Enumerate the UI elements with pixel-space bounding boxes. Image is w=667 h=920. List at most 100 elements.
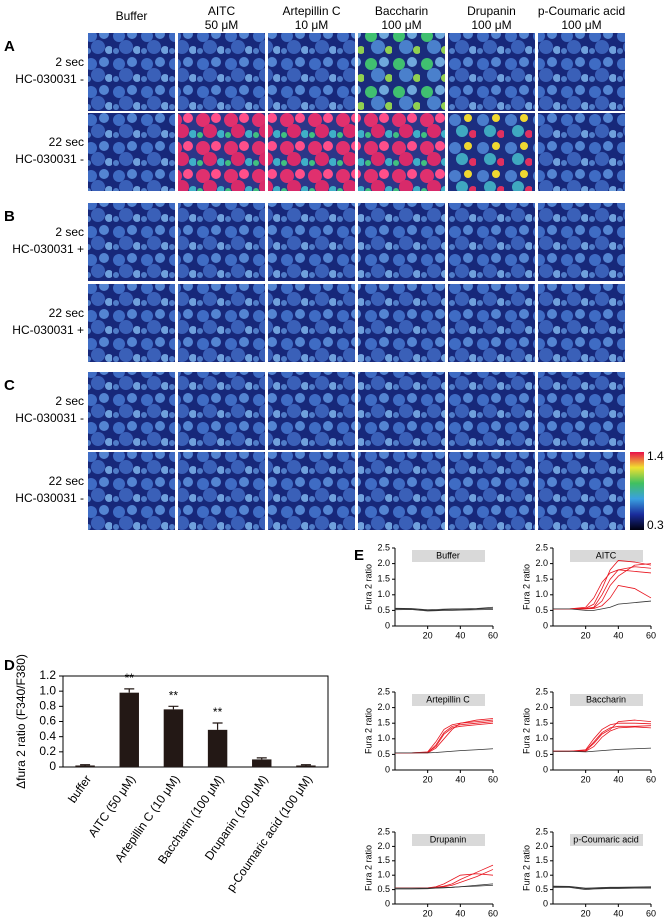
colorbar bbox=[630, 452, 644, 530]
micrograph bbox=[538, 33, 625, 111]
bar bbox=[252, 759, 272, 767]
micrograph bbox=[88, 113, 175, 191]
y-axis-label: Fura 2 ratio bbox=[363, 845, 373, 891]
micrograph bbox=[538, 203, 625, 281]
y-tick-label: 0 bbox=[385, 620, 390, 630]
micrograph bbox=[358, 452, 445, 530]
x-tick-label: buffer bbox=[65, 773, 94, 806]
y-tick-label: 1.5 bbox=[377, 855, 390, 865]
significance: ** bbox=[125, 671, 135, 685]
row-treatment: HC-030031 + bbox=[12, 323, 84, 337]
y-tick-label: 0 bbox=[543, 764, 548, 774]
y-tick-label: 0.5 bbox=[377, 749, 390, 759]
bar bbox=[119, 692, 139, 767]
bar bbox=[75, 765, 95, 767]
x-tick-label: 40 bbox=[613, 774, 623, 784]
row-treatment: HC-030031 - bbox=[15, 491, 84, 505]
trace bbox=[553, 886, 651, 891]
y-tick-label: 2.5 bbox=[377, 686, 390, 696]
y-tick-label: 1.5 bbox=[535, 855, 548, 865]
x-tick-label: 60 bbox=[488, 630, 498, 640]
y-tick-label: 2.0 bbox=[535, 558, 548, 568]
x-tick-label: 40 bbox=[455, 774, 465, 784]
plot-frame bbox=[62, 675, 329, 768]
x-tick-label: p-Coumaric acid (100 μM) bbox=[224, 773, 315, 895]
panel-letter: C bbox=[4, 377, 15, 394]
x-tick-label: 20 bbox=[581, 908, 591, 918]
row-treatment: HC-030031 - bbox=[15, 72, 84, 86]
trace bbox=[395, 607, 494, 611]
y-tick-label: 1.0 bbox=[535, 589, 548, 599]
x-tick-label: 60 bbox=[646, 630, 656, 640]
x-tick-label: 20 bbox=[423, 774, 433, 784]
chart-title: AITC bbox=[596, 550, 617, 560]
title-box bbox=[412, 550, 485, 562]
row-time: 22 sec bbox=[49, 135, 84, 149]
bar bbox=[296, 765, 316, 767]
row-time: 22 sec bbox=[49, 474, 84, 488]
significance: ** bbox=[213, 705, 223, 719]
y-tick-label: 0 bbox=[385, 764, 390, 774]
micrograph bbox=[88, 33, 175, 111]
row-treatment: HC-030031 - bbox=[15, 411, 84, 425]
y-tick-label: 2.5 bbox=[377, 826, 390, 836]
y-tick-label: 1.5 bbox=[377, 574, 390, 584]
panel-letter: D bbox=[4, 657, 15, 674]
micrograph bbox=[538, 284, 625, 362]
micrograph bbox=[178, 33, 265, 111]
x-tick-label: 60 bbox=[488, 774, 498, 784]
micrograph bbox=[358, 284, 445, 362]
y-axis-label: Fura 2 ratio bbox=[521, 564, 531, 610]
colorbar-min: 0.3 bbox=[647, 518, 664, 532]
trace bbox=[395, 748, 494, 754]
y-tick-label: 1.0 bbox=[535, 870, 548, 880]
micrograph bbox=[178, 203, 265, 281]
error-bar bbox=[80, 764, 91, 766]
micrograph bbox=[358, 33, 445, 111]
micrograph bbox=[448, 203, 535, 281]
y-tick-label: 1.5 bbox=[535, 574, 548, 584]
y-tick-label: 0.2 bbox=[39, 744, 56, 758]
column-header: Drupanin bbox=[467, 4, 516, 18]
x-tick-label: 20 bbox=[423, 908, 433, 918]
micrograph bbox=[358, 203, 445, 281]
trace bbox=[395, 721, 494, 754]
trace bbox=[395, 718, 494, 754]
micrograph bbox=[88, 372, 175, 450]
x-tick-label: 40 bbox=[613, 630, 623, 640]
y-tick-label: 0 bbox=[49, 759, 56, 773]
y-tick-label: 1.0 bbox=[377, 589, 390, 599]
title-box bbox=[570, 834, 643, 846]
micrograph bbox=[268, 452, 355, 530]
y-tick-label: 2.0 bbox=[535, 702, 548, 712]
error-bar bbox=[124, 688, 135, 693]
column-header: 10 μM bbox=[295, 18, 329, 32]
x-tick-label: 60 bbox=[646, 774, 656, 784]
trace bbox=[395, 864, 494, 889]
title-box bbox=[570, 694, 643, 706]
micrograph bbox=[538, 113, 625, 191]
y-axis-label: Δfura 2 ratio (F340/F380) bbox=[14, 654, 28, 789]
micrograph bbox=[448, 452, 535, 530]
bar bbox=[163, 709, 184, 767]
micrograph bbox=[88, 452, 175, 530]
column-header: p-Coumaric acid bbox=[538, 4, 625, 18]
y-tick-label: 1.0 bbox=[39, 683, 56, 697]
micrograph bbox=[448, 284, 535, 362]
y-tick-label: 0 bbox=[385, 898, 390, 908]
error-bar bbox=[168, 705, 179, 710]
y-tick-label: 0.5 bbox=[535, 884, 548, 894]
title-box bbox=[412, 694, 485, 706]
micrograph bbox=[178, 372, 265, 450]
trace bbox=[553, 584, 652, 610]
y-axis-label: Fura 2 ratio bbox=[521, 708, 531, 754]
y-tick-label: 0 bbox=[543, 898, 548, 908]
error-bar bbox=[300, 764, 311, 766]
significance: ** bbox=[169, 689, 179, 703]
title-box bbox=[412, 834, 485, 846]
row-time: 2 sec bbox=[55, 55, 84, 69]
micrograph bbox=[88, 284, 175, 362]
trace bbox=[553, 719, 652, 752]
column-header: Buffer bbox=[116, 9, 148, 23]
micrograph bbox=[358, 372, 445, 450]
